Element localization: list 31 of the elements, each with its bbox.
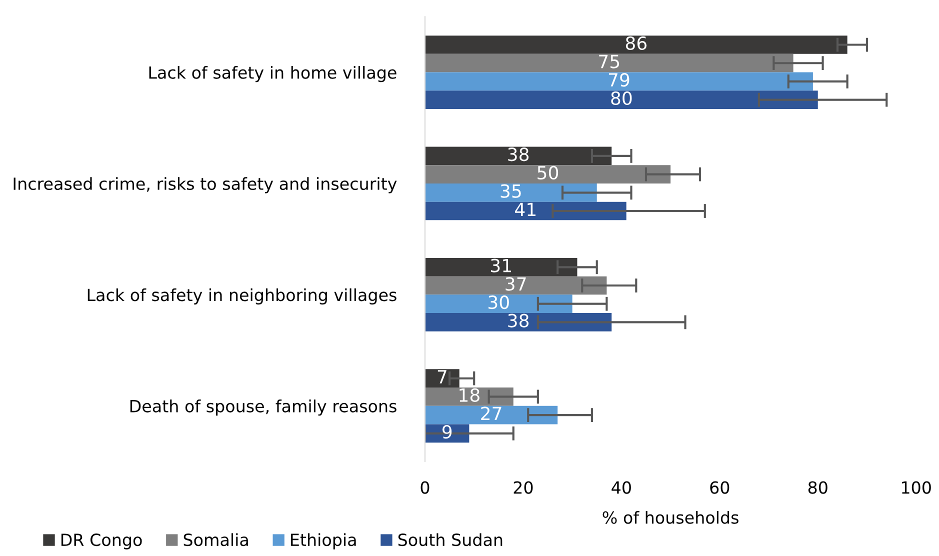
data-label: 38 bbox=[508, 148, 529, 162]
data-label: 37 bbox=[506, 277, 526, 291]
x-tick-label: 80 bbox=[808, 481, 828, 494]
data-label: 75 bbox=[599, 54, 620, 68]
data-label: 79 bbox=[608, 73, 630, 87]
data-label: 41 bbox=[515, 202, 536, 216]
x-tick-label: 100 bbox=[902, 481, 931, 494]
legend-label: Somalia bbox=[184, 533, 248, 546]
data-label: 50 bbox=[538, 166, 558, 180]
data-label: 18 bbox=[460, 388, 480, 402]
y-tick-label: Increased crime, risks to safety and insecurity bbox=[14, 177, 397, 194]
data-label: 30 bbox=[488, 295, 509, 310]
legend-label: South Sudan bbox=[398, 533, 502, 546]
data-label: 9 bbox=[442, 424, 452, 439]
x-tick-label: 0 bbox=[420, 481, 430, 494]
x-tick-label: 20 bbox=[514, 481, 533, 494]
legend-label: DR Congo bbox=[61, 534, 142, 550]
data-label: 35 bbox=[500, 184, 521, 198]
data-label: 31 bbox=[491, 258, 511, 272]
y-tick-label: Death of spouse, family reasons bbox=[130, 400, 396, 416]
data-label: 38 bbox=[508, 314, 529, 328]
data-label: 7 bbox=[438, 370, 446, 384]
x-tick-label: 60 bbox=[710, 481, 730, 494]
legend-label: Ethiopia bbox=[291, 533, 356, 550]
data-label: 80 bbox=[611, 91, 632, 106]
y-tick-label: Lack of safety in neighboring villages bbox=[88, 288, 396, 304]
y-tick-label: Lack of safety in home village bbox=[149, 66, 396, 82]
x-axis-title: % of households bbox=[602, 510, 738, 524]
x-tick-label: 40 bbox=[612, 481, 631, 494]
data-label: 27 bbox=[481, 406, 502, 420]
data-label: 86 bbox=[626, 36, 647, 50]
